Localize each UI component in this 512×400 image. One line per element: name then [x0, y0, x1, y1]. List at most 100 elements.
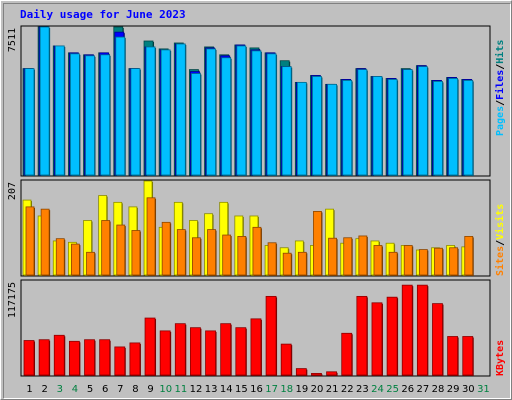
bar-sites-day-30 — [464, 236, 474, 276]
bar-pages-day-14 — [221, 57, 232, 176]
bar-pages-day-21 — [327, 83, 337, 176]
x-tick-label-day-31: 31 — [477, 384, 490, 395]
x-tick-label-day-14: 14 — [220, 384, 233, 395]
legend-sites-visits-item-0: Sites — [494, 246, 506, 276]
x-tick-label-day-29: 29 — [447, 384, 460, 395]
bar-pages-day-23 — [357, 69, 368, 176]
bar-pages-day-22 — [342, 80, 353, 176]
x-tick-label-day-8: 8 — [132, 384, 138, 395]
bar-sites-day-1 — [25, 206, 35, 276]
bar-sites-day-10 — [161, 221, 171, 276]
bar-pages-day-25 — [387, 79, 398, 176]
bar-kbytes-day-27 — [416, 284, 428, 376]
bar-pages-day-26 — [402, 69, 413, 176]
bar-pages-day-18 — [281, 66, 292, 176]
legend-pages-files-hits: Pages/Files/Hits — [494, 40, 506, 136]
bar-pages-day-29 — [448, 78, 459, 176]
bar-sites-day-8 — [131, 230, 141, 276]
bar-pages-day-12 — [191, 73, 201, 176]
bar-sites-day-2 — [40, 208, 50, 276]
bar-kbytes-day-22 — [341, 332, 353, 376]
legend-sites-visits-item-2: Visits — [494, 204, 506, 240]
x-tick-label-day-1: 1 — [26, 384, 32, 395]
bar-kbytes-day-30 — [462, 336, 474, 376]
bar-sites-day-18 — [282, 252, 292, 276]
bar-sites-day-5 — [86, 251, 95, 276]
bar-kbytes-day-5 — [84, 339, 95, 376]
bar-kbytes-day-3 — [53, 334, 65, 376]
x-tick-label-day-23: 23 — [356, 384, 369, 395]
bar-kbytes-day-24 — [371, 302, 383, 376]
x-tick-label-day-21: 21 — [326, 384, 339, 395]
chart-frame-inner — [3, 3, 511, 399]
x-tick-label-day-6: 6 — [102, 384, 108, 395]
bar-pages-day-6 — [100, 54, 111, 176]
chart-title: Daily usage for June 2023 — [20, 8, 186, 21]
bar-kbytes-day-14 — [220, 323, 232, 376]
bar-sites-day-6 — [101, 220, 111, 276]
bar-kbytes-day-4 — [68, 340, 80, 376]
bar-sites-day-14 — [222, 234, 232, 276]
bar-kbytes-day-29 — [447, 336, 459, 376]
x-tick-label-day-12: 12 — [190, 384, 203, 395]
x-tick-label-day-9: 9 — [147, 384, 153, 395]
bar-pages-day-30 — [463, 80, 474, 176]
x-tick-label-day-5: 5 — [87, 384, 93, 395]
bar-pages-day-5 — [85, 55, 95, 176]
x-tick-label-day-20: 20 — [311, 384, 324, 395]
bar-sites-day-3 — [55, 238, 65, 276]
bar-kbytes-day-13 — [205, 330, 216, 376]
bar-kbytes-day-11 — [174, 323, 186, 376]
bar-sites-day-9 — [146, 197, 156, 276]
bar-kbytes-day-19 — [295, 368, 307, 376]
bar-pages-day-24 — [372, 76, 383, 176]
bar-kbytes-day-7 — [114, 346, 126, 376]
bar-kbytes-day-23 — [356, 295, 368, 376]
x-tick-label-day-4: 4 — [72, 384, 78, 395]
bar-kbytes-day-10 — [159, 330, 171, 376]
x-tick-label-day-30: 30 — [462, 384, 475, 395]
bar-sites-day-20 — [313, 211, 322, 276]
x-tick-label-day-22: 22 — [341, 384, 354, 395]
bar-sites-day-11 — [176, 229, 186, 276]
x-tick-label-day-18: 18 — [280, 384, 293, 395]
panel-3-y-max-label: 117175 — [7, 282, 18, 318]
bar-kbytes-day-15 — [235, 327, 247, 376]
bar-pages-day-27 — [417, 66, 428, 176]
x-tick-label-day-2: 2 — [42, 384, 48, 395]
x-tick-label-day-10: 10 — [159, 384, 172, 395]
bar-sites-day-7 — [116, 224, 126, 276]
bar-pages-day-17 — [266, 53, 277, 176]
legend-sites-visits: Sites/Visits — [494, 204, 506, 276]
legend-kbytes-item-0: KBytes — [495, 340, 506, 376]
bar-pages-day-7 — [115, 36, 126, 176]
x-tick-label-day-28: 28 — [432, 384, 445, 395]
bar-sites-day-12 — [192, 237, 201, 276]
bar-kbytes-day-12 — [190, 327, 201, 376]
bar-kbytes-day-6 — [99, 339, 111, 376]
bar-sites-day-19 — [297, 251, 307, 276]
bar-sites-day-23 — [358, 235, 368, 276]
bar-pages-day-4 — [69, 53, 80, 176]
bar-pages-day-20 — [312, 76, 322, 176]
bar-pages-day-8 — [130, 68, 141, 176]
bar-sites-day-27 — [418, 249, 428, 276]
bar-pages-day-10 — [160, 49, 171, 176]
bar-sites-day-15 — [237, 236, 247, 276]
bar-sites-day-28 — [434, 247, 443, 276]
bar-pages-day-19 — [296, 81, 307, 176]
legend-pages-files-hits-item-4: Hits — [494, 40, 506, 64]
bar-pages-day-9 — [145, 46, 156, 176]
x-tick-label-day-13: 13 — [205, 384, 218, 395]
x-tick-label-day-25: 25 — [386, 384, 399, 395]
bar-kbytes-day-28 — [432, 303, 443, 376]
bar-pages-day-11 — [175, 43, 186, 176]
bar-sites-day-24 — [373, 245, 383, 276]
legend-kbytes: KBytes — [495, 340, 506, 376]
bar-pages-day-3 — [54, 45, 65, 176]
bar-kbytes-day-1 — [23, 340, 35, 376]
bar-kbytes-day-8 — [129, 342, 141, 376]
bar-sites-day-4 — [70, 243, 80, 276]
panel-2-y-max-label: 207 — [7, 182, 18, 200]
bar-kbytes-day-25 — [386, 296, 398, 376]
